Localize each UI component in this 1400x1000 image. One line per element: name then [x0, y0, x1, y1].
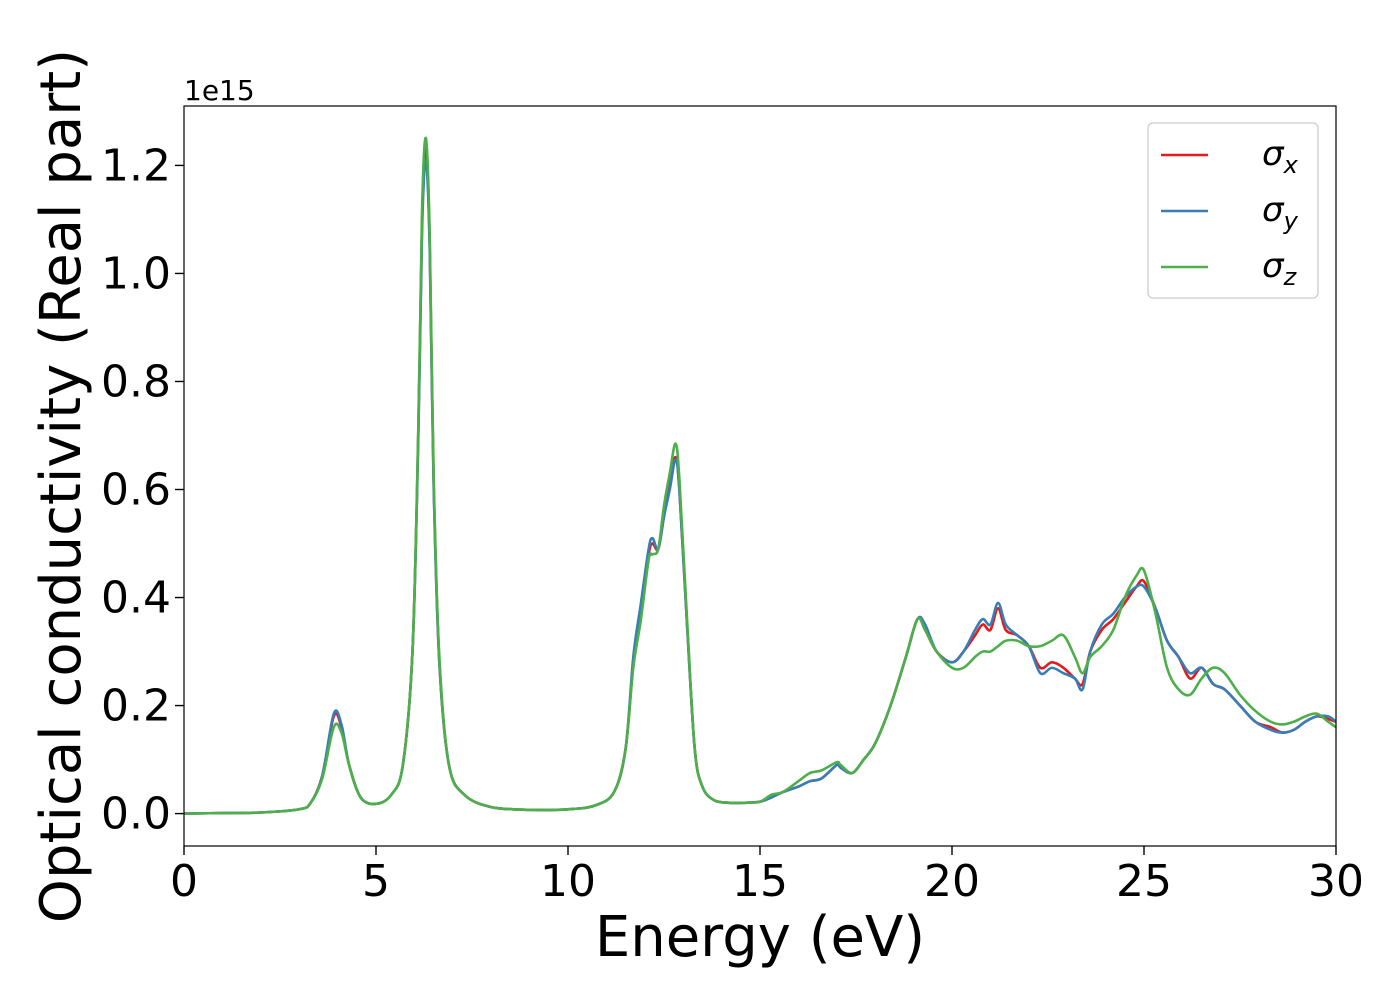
y-tick-label: 0.6 [101, 465, 171, 516]
legend-box [1147, 122, 1319, 299]
series-layer [184, 136, 1336, 815]
y-tick-label: 0.8 [101, 356, 171, 407]
x-tick-label: 0 [170, 856, 198, 907]
y-axis-label: Optical conductivity (Real part) [29, 49, 94, 923]
x-tick-label: 25 [1116, 856, 1172, 907]
x-axis: 0 5 10 15 20 25 30 [170, 846, 1364, 907]
legend-item-x: σx [1161, 134, 1299, 179]
y-offset-label: 1e15 [184, 74, 255, 107]
y-tick-label: 0.4 [101, 573, 171, 624]
legend: σx σy σz [1147, 122, 1319, 299]
y-tick-label: 1.0 [101, 248, 171, 299]
x-axis-label: Energy (eV) [595, 905, 925, 970]
legend-label: σy [1262, 190, 1299, 235]
y-tick-label: 1.2 [101, 140, 171, 191]
legend-item-y: σy [1161, 190, 1299, 235]
x-tick-label: 5 [362, 856, 390, 907]
series-line-z [184, 136, 1336, 815]
x-tick-label: 30 [1308, 856, 1364, 907]
y-axis: 0.0 0.2 0.4 0.6 0.8 1.0 1.2 [101, 140, 184, 840]
x-tick-label: 15 [732, 856, 788, 907]
legend-label: σx [1262, 134, 1299, 179]
y-tick-label: 0.2 [101, 681, 171, 732]
legend-label: σz [1262, 246, 1298, 291]
legend-item-z: σz [1161, 246, 1298, 291]
x-tick-label: 10 [540, 856, 596, 907]
x-tick-label: 20 [924, 856, 980, 907]
y-tick-label: 0.0 [101, 789, 171, 840]
